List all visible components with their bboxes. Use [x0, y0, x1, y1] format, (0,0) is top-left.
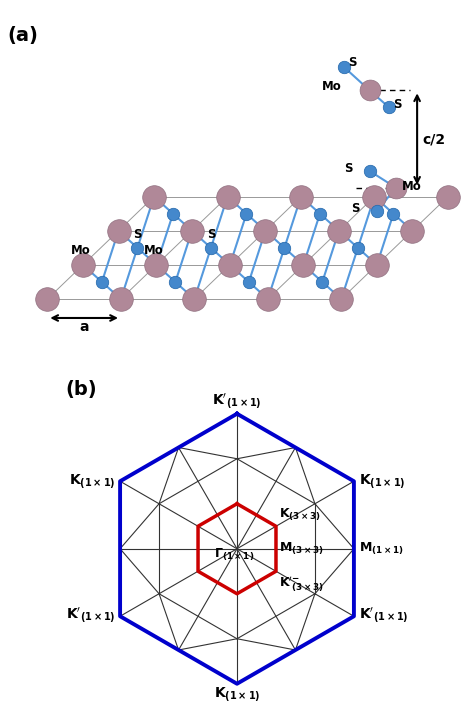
Text: S: S [351, 202, 359, 215]
Text: $\mathbf{K'_{(1\times1)}}$: $\mathbf{K'_{(1\times1)}}$ [358, 606, 408, 627]
Text: $\mathbf{M_{(1\times1)}}$: $\mathbf{M_{(1\times1)}}$ [358, 541, 403, 557]
Text: Mo: Mo [322, 80, 342, 93]
Text: Mo: Mo [71, 244, 91, 257]
Text: $\mathbf{K'^{-}_{(3\times3)}}$: $\mathbf{K'^{-}_{(3\times3)}}$ [279, 574, 324, 594]
Text: S: S [393, 98, 402, 111]
Text: $\mathbf{M_{(3\times3)}}$: $\mathbf{M_{(3\times3)}}$ [279, 541, 324, 557]
Text: $\mathbf{K'_{(1\times1)}}$: $\mathbf{K'_{(1\times1)}}$ [212, 392, 262, 412]
Text: $\mathbf{K_{(1\times1)}}$: $\mathbf{K_{(1\times1)}}$ [214, 685, 260, 704]
Text: S: S [133, 228, 142, 242]
Text: $\mathbf{\Gamma_{(1\times1)}}$: $\mathbf{\Gamma_{(1\times1)}}$ [214, 546, 254, 563]
Text: $\mathbf{K_{(1\times1)}}$: $\mathbf{K_{(1\times1)}}$ [69, 472, 116, 490]
Text: $\mathbf{K'_{(1\times1)}}$: $\mathbf{K'_{(1\times1)}}$ [66, 606, 116, 627]
Text: (a): (a) [7, 26, 38, 44]
Text: S: S [348, 56, 357, 69]
Text: a: a [79, 320, 89, 334]
Text: $\mathbf{K_{(1\times1)}}$: $\mathbf{K_{(1\times1)}}$ [358, 472, 405, 490]
Text: c/2: c/2 [423, 132, 446, 146]
Text: $\mathbf{K_{(3\times3)}}$: $\mathbf{K_{(3\times3)}}$ [279, 507, 321, 523]
Text: S: S [207, 228, 215, 242]
Text: (b): (b) [65, 380, 97, 399]
Text: Mo: Mo [144, 244, 164, 257]
Text: Mo: Mo [401, 180, 421, 193]
Text: S: S [344, 162, 352, 175]
